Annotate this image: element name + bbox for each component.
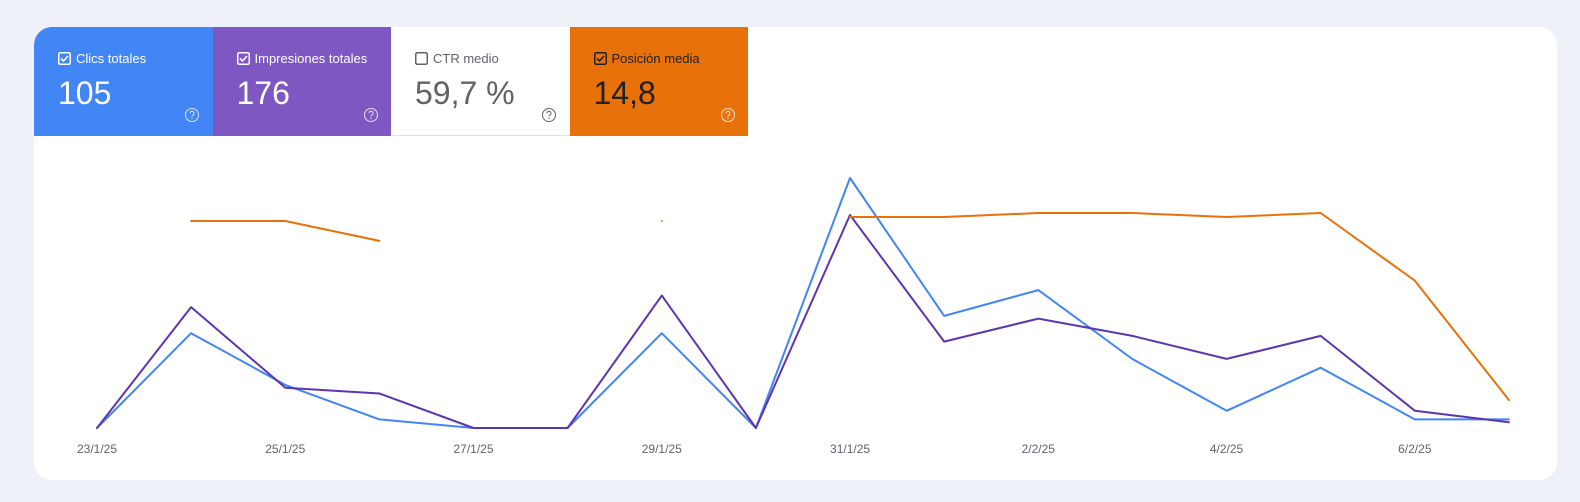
series-line [96, 177, 1510, 429]
x-tick-label: 31/1/25 [830, 442, 870, 456]
help-icon[interactable] [363, 107, 379, 123]
metric-value: 59,7 % [415, 75, 515, 111]
metric-card[interactable]: Clics totales 105 [34, 27, 213, 136]
metric-card[interactable]: Impresiones totales 176 [212, 27, 391, 136]
metric-label: CTR medio [433, 51, 499, 66]
metric-value: 105 [58, 75, 112, 111]
metric-value: 176 [236, 75, 290, 111]
metric-label: Impresiones totales [254, 51, 368, 66]
metric-label: Clics totales [76, 51, 147, 66]
x-tick-label: 6/2/25 [1398, 442, 1432, 456]
metric-cards: Clics totales 105 Impresiones totales 176 CT… [34, 27, 748, 136]
x-tick-label: 27/1/25 [453, 442, 493, 456]
series-line [190, 212, 1510, 401]
x-tick-label: 25/1/25 [265, 442, 305, 456]
checkbox[interactable] [415, 52, 428, 65]
x-tick-label: 2/2/25 [1022, 442, 1056, 456]
metric-value: 14,8 [593, 75, 656, 111]
checkbox[interactable] [236, 52, 250, 65]
metric-label: Posición media [611, 51, 700, 66]
x-tick-label: 4/2/25 [1210, 442, 1244, 456]
x-tick-label: 23/1/25 [77, 442, 117, 456]
help-icon[interactable] [720, 107, 736, 123]
metric-card[interactable]: CTR medio 59,7 % [391, 27, 570, 136]
checkbox[interactable] [593, 52, 607, 65]
metric-card[interactable]: Posición media 14,8 [569, 27, 748, 136]
series-line [96, 214, 1510, 429]
x-tick-label: 29/1/25 [642, 442, 682, 456]
help-icon[interactable] [541, 107, 557, 123]
checkbox[interactable] [58, 52, 71, 65]
help-icon[interactable] [184, 107, 200, 123]
